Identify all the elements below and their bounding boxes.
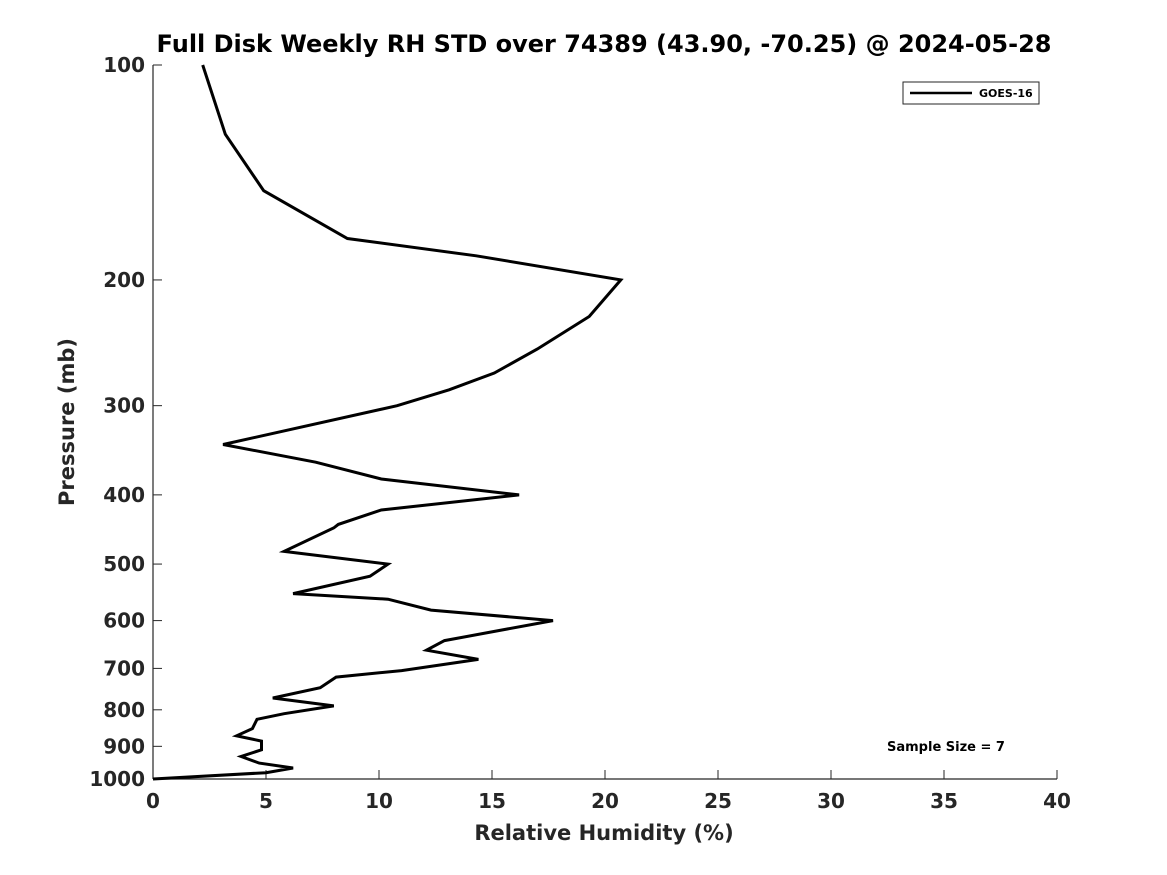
x-tick-label: 0 [146, 789, 160, 813]
x-ticks: 0 5 10 15 20 25 30 35 40 [146, 770, 1071, 813]
y-tick-label: 200 [103, 268, 145, 292]
legend-label: GOES-16 [979, 87, 1033, 100]
y-tick-label: 600 [103, 609, 145, 633]
x-tick-label: 25 [704, 789, 732, 813]
series-layer [152, 64, 624, 781]
x-tick-label: 40 [1043, 789, 1071, 813]
chart-title: Full Disk Weekly RH STD over 74389 (43.9… [157, 30, 1052, 58]
y-tick-label: 800 [103, 698, 145, 722]
y-axis-label: Pressure (mb) [55, 338, 79, 506]
plot-area: 0 5 10 15 20 25 30 35 40 100 200 300 400 500 600 700 80… [89, 53, 1071, 813]
x-tick-label: 5 [259, 789, 273, 813]
series-line-goes-16 [152, 64, 624, 781]
x-tick-label: 20 [591, 789, 619, 813]
x-tick-label: 15 [478, 789, 506, 813]
sample-size-annotation: Sample Size = 7 [887, 740, 1005, 755]
x-tick-label: 10 [365, 789, 393, 813]
y-tick-label: 100 [103, 53, 145, 77]
x-tick-label: 30 [817, 789, 845, 813]
y-tick-label: 1000 [89, 767, 145, 791]
x-tick-label: 35 [930, 789, 958, 813]
y-tick-label: 500 [103, 552, 145, 576]
y-ticks: 100 200 300 400 500 600 700 800 900 1000 [89, 53, 162, 791]
y-tick-label: 700 [103, 656, 145, 680]
x-axis-label: Relative Humidity (%) [474, 821, 733, 845]
y-tick-label: 400 [103, 483, 145, 507]
legend: GOES-16 [902, 81, 1040, 105]
y-tick-label: 900 [103, 734, 145, 758]
y-tick-label: 300 [103, 394, 145, 418]
